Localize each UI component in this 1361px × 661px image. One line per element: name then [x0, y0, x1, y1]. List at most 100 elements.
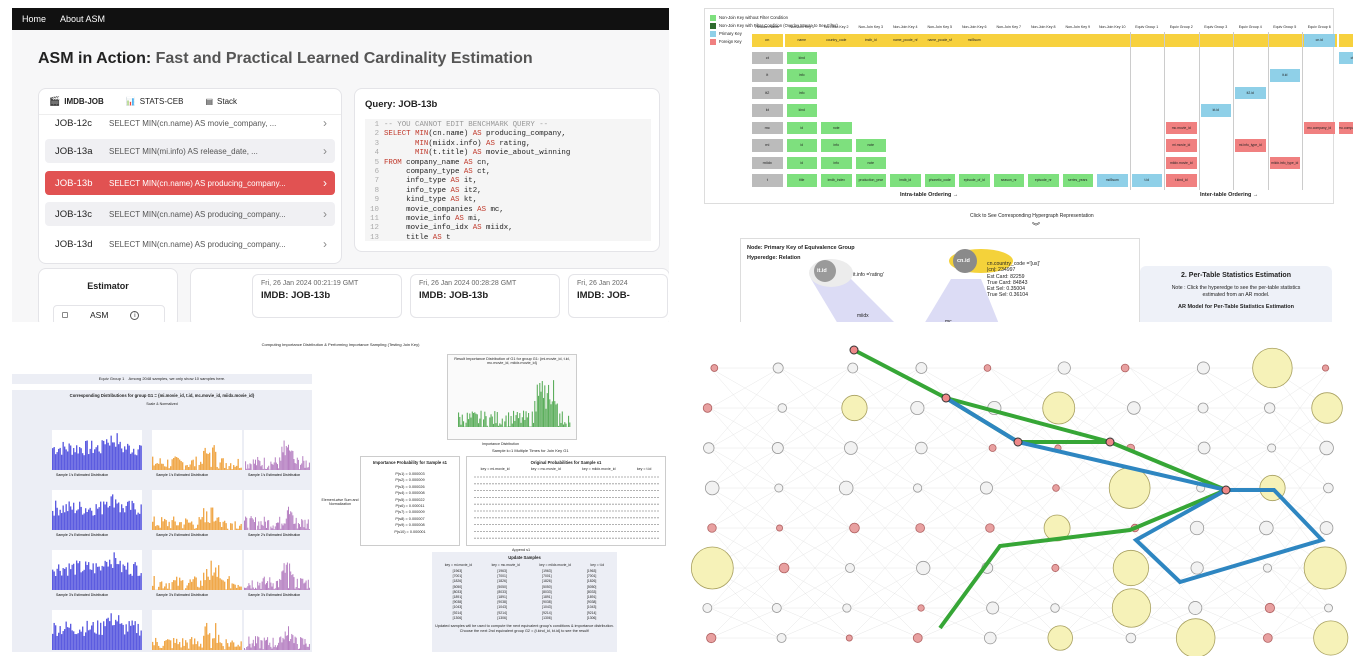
hypergraph-link[interactable]: Click to See Corresponding Hypergraph Re… [970, 213, 1094, 219]
tab-stats-ceb[interactable]: 📊 STATS-CEB [126, 96, 184, 107]
query-row[interactable]: JOB-13d SELECT MIN(cn.name) AS producing… [45, 234, 335, 254]
relation-cell[interactable]: cn [752, 34, 783, 47]
graph-node[interactable] [984, 631, 997, 645]
query-row[interactable]: JOB-13a SELECT MIN(mi.info) AS release_d… [45, 139, 335, 163]
attribute-cell[interactable]: mi.info_type_id [1235, 139, 1266, 152]
graph-node[interactable] [1051, 564, 1060, 572]
attribute-cell[interactable] [1166, 34, 1197, 47]
path-node[interactable] [1013, 437, 1023, 447]
graph-node[interactable] [916, 560, 931, 576]
attribute-cell[interactable]: kind [786, 51, 817, 64]
attribute-cell[interactable]: id [786, 139, 817, 152]
graph-node[interactable] [690, 546, 734, 590]
node-cn-id[interactable] [953, 249, 977, 273]
attribute-cell[interactable]: t.kind_id [1166, 174, 1197, 187]
attribute-cell[interactable]: episode_nr [1028, 174, 1059, 187]
attribute-cell[interactable]: imdb_id [855, 34, 886, 47]
estimator-option[interactable]: ASM i [53, 305, 165, 322]
graph-node[interactable] [706, 632, 717, 644]
sql-code-editor[interactable]: 1 -- YOU CANNOT EDIT BENCHMARK QUERY -- 2… [365, 119, 651, 241]
green-path[interactable] [853, 348, 1232, 630]
run-card[interactable]: Fri, 26 Jan 2024 00:21:19 GMT IMDB: JOB-… [252, 274, 402, 318]
query-row-selected[interactable]: JOB-13b SELECT MIN(cn.name) AS producing… [45, 171, 335, 195]
graph-node[interactable] [1321, 364, 1330, 372]
attribute-cell[interactable]: mi.movie_id [1166, 139, 1197, 152]
path-node[interactable] [941, 393, 951, 403]
graph-node[interactable] [983, 364, 992, 372]
run-card[interactable]: Fri, 26 Jan 2024 00:28:28 GMT IMDB: JOB-… [410, 274, 560, 318]
relation-cell[interactable]: kt [752, 104, 783, 117]
graph-node[interactable] [838, 480, 854, 496]
network-graph-svg[interactable] [690, 338, 1353, 656]
attribute-cell[interactable]: md5sum [1097, 174, 1128, 187]
graph-node[interactable] [1047, 625, 1073, 651]
path-node[interactable] [1221, 485, 1231, 495]
attribute-cell[interactable]: name_pcode_nf [890, 34, 921, 47]
graph-node[interactable] [1112, 549, 1149, 587]
graph-node[interactable] [915, 523, 925, 533]
graph-node[interactable] [1262, 563, 1272, 573]
attribute-cell[interactable]: info [786, 86, 817, 99]
graph-node[interactable] [985, 523, 995, 533]
attribute-cell[interactable]: mc.company_type_id [1338, 121, 1353, 134]
graph-node[interactable] [777, 403, 788, 413]
graph-node[interactable] [1052, 484, 1060, 492]
hyperedge-miidx[interactable] [811, 279, 901, 322]
attribute-cell[interactable]: info [821, 139, 852, 152]
graph-node[interactable] [844, 441, 858, 455]
attribute-cell[interactable]: ct.id [1338, 51, 1353, 64]
graph-node[interactable] [702, 403, 713, 413]
graph-node[interactable] [1264, 602, 1275, 614]
attribute-cell[interactable]: episode_of_id [959, 174, 990, 187]
attribute-cell[interactable]: kind [786, 104, 817, 117]
attribute-cell[interactable]: mc.company_id [1304, 121, 1335, 134]
relation-cell[interactable]: ct [752, 51, 783, 64]
path-node[interactable] [1105, 437, 1115, 447]
graph-node[interactable] [1311, 392, 1343, 424]
graph-node[interactable] [1267, 443, 1277, 453]
blue-path[interactable] [944, 396, 1326, 585]
attribute-cell[interactable]: miidx.info_type_id [1269, 156, 1300, 169]
attribute-cell[interactable] [1338, 34, 1353, 47]
graph-node[interactable] [771, 442, 784, 454]
graph-node[interactable] [1324, 603, 1333, 613]
attribute-cell[interactable]: country_code [821, 34, 852, 47]
graph-node[interactable] [1319, 521, 1334, 535]
graph-node[interactable] [1108, 467, 1151, 509]
attribute-cell[interactable]: name [786, 34, 817, 47]
graph-node[interactable] [845, 634, 853, 642]
graph-node[interactable] [1111, 588, 1152, 628]
graph-node[interactable] [772, 362, 784, 374]
graph-node[interactable] [774, 483, 784, 493]
chevron-double-down-icon[interactable]: ︾ [1032, 222, 1040, 231]
attribute-cell[interactable]: md5sum [959, 34, 990, 47]
graph-node[interactable] [1120, 363, 1130, 373]
graph-node[interactable] [988, 444, 997, 452]
attribute-cell[interactable]: note [821, 121, 852, 134]
graph-node[interactable] [1175, 618, 1216, 656]
nav-home-link[interactable]: Home [22, 14, 47, 24]
graph-node[interactable] [776, 633, 787, 643]
graph-node[interactable] [1303, 546, 1347, 590]
graph-node[interactable] [912, 633, 923, 643]
graph-node[interactable] [1042, 391, 1076, 425]
nav-about-link[interactable]: About ASM [60, 14, 106, 24]
graph-node[interactable] [1196, 361, 1210, 375]
attribute-cell[interactable] [993, 34, 1024, 47]
graph-node[interactable] [849, 522, 860, 534]
graph-node[interactable] [912, 483, 923, 493]
relation-cell[interactable]: it2 [752, 86, 783, 99]
relation-cell[interactable]: miidx [752, 156, 783, 169]
graph-node[interactable] [847, 362, 859, 374]
graph-node[interactable] [1313, 620, 1349, 656]
attribute-cell[interactable]: mc.movie_id [1166, 121, 1197, 134]
attribute-cell[interactable] [1062, 34, 1093, 47]
graph-node[interactable] [1127, 401, 1141, 415]
graph-node[interactable] [1050, 603, 1060, 613]
relation-cell[interactable]: it [752, 69, 783, 82]
query-row[interactable]: JOB-12c SELECT MIN(cn.name) AS movie_com… [45, 111, 335, 135]
attribute-cell[interactable]: it.id [1269, 69, 1300, 82]
graph-node[interactable] [917, 604, 925, 612]
relation-cell[interactable]: mc [752, 121, 783, 134]
hyperedge-mc[interactable] [921, 279, 1001, 322]
